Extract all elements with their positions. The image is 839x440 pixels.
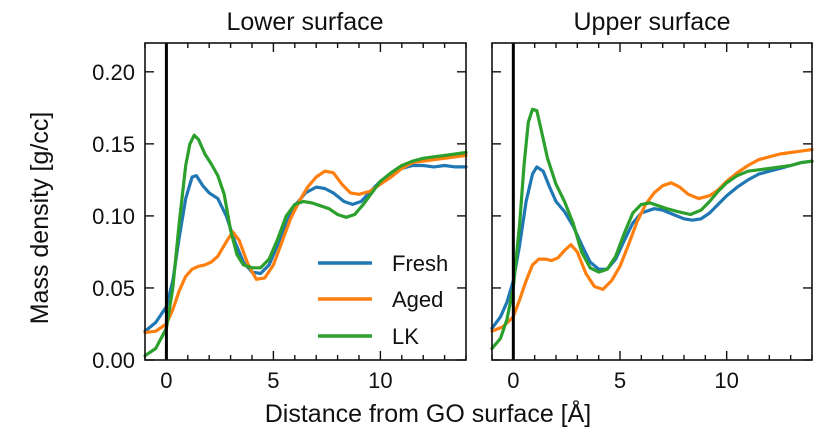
x-tick-label: 10 [368, 368, 392, 393]
series-line-fresh [490, 159, 814, 330]
y-tick-label: 0.10 [92, 204, 135, 229]
series-line-lk [490, 107, 814, 351]
legend-item-lk: LK [318, 324, 419, 349]
x-tick-label: 5 [267, 368, 279, 393]
panel-title-upper-surface: Upper surface [573, 8, 730, 36]
x-tick-label: 10 [714, 368, 738, 393]
legend: Fresh Aged LK [318, 251, 448, 349]
ticks-layer-upper [491, 43, 813, 361]
x-axis-label: Distance from GO surface [Å] [265, 398, 592, 428]
x-tick-label: 5 [614, 368, 626, 393]
panel-lower-surface: Lower surface 0.00 0.05 0.10 0.15 0.20 0… [92, 8, 468, 393]
legend-label-lk: LK [392, 324, 419, 349]
series-layer-upper [490, 107, 814, 351]
series-line-aged [143, 153, 468, 335]
panel-title-lower-surface: Lower surface [226, 8, 383, 36]
legend-label-aged: Aged [392, 287, 443, 312]
axes-frame-upper [491, 42, 813, 361]
series-line-lk [143, 133, 468, 358]
series-line-aged [490, 148, 814, 333]
y-axis-label: Mass density [g/cc] [26, 112, 54, 325]
y-tick-label: 0.20 [92, 60, 135, 85]
y-tick-labels: 0.00 0.05 0.10 0.15 0.20 [92, 60, 135, 373]
x-tick-label: 0 [160, 368, 172, 393]
y-tick-label: 0.15 [92, 132, 135, 157]
series-layer-lower [143, 133, 468, 358]
y-tick-label: 0.00 [92, 348, 135, 373]
legend-item-aged: Aged [318, 287, 443, 312]
x-tick-labels-lower: 0 5 10 [160, 368, 392, 393]
panel-upper-surface: Upper surface 0 5 10 [490, 8, 814, 393]
y-tick-label: 0.05 [92, 276, 135, 301]
legend-label-fresh: Fresh [392, 251, 448, 276]
legend-item-fresh: Fresh [318, 251, 448, 276]
x-tick-labels-upper: 0 5 10 [507, 368, 739, 393]
axes-frame-lower [144, 42, 467, 361]
x-tick-label: 0 [507, 368, 519, 393]
